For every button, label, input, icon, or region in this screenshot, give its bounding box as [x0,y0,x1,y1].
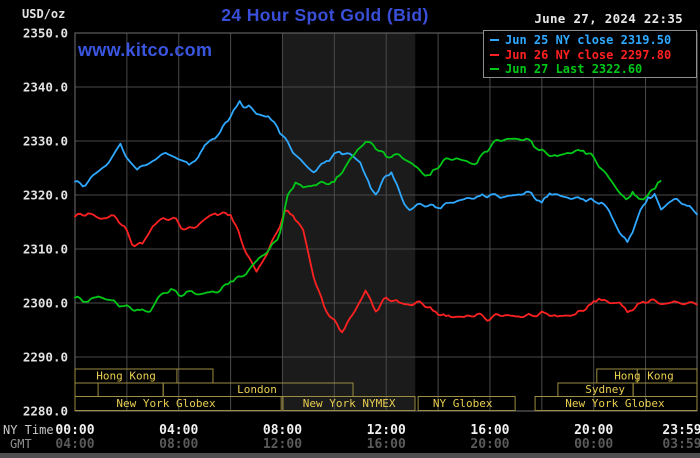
session-box [632,382,698,397]
session-label: NY Globex [433,397,493,410]
series-line-jun27 [74,137,662,313]
x-tick-ny-time: 04:00 [159,423,198,438]
session-label: London [237,383,277,396]
x-tick-gmt: 03:59 [662,437,700,452]
legend-label-jun25: Jun 25 NY close 2319.50 [505,33,672,48]
session-box [282,396,416,411]
gmt-axis-label: GMT [10,437,32,451]
session-label: New York Globex [565,397,665,410]
x-tick-ny-time: 08:00 [263,423,302,438]
session-box [74,396,282,411]
legend-item-jun26: Jun 26 NY close 2297.80 [490,48,696,63]
x-tick-ny-time: 12:00 [367,423,406,438]
x-tick-gmt: 20:00 [470,437,509,452]
series-line-jun25 [74,100,698,243]
x-tick-ny-time: 20:00 [574,423,613,438]
x-tick-gmt: 04:00 [55,437,94,452]
chart-title: 24 Hour Spot Gold (Bid) [221,5,429,25]
y-axis-tick-label: 2330.0 [23,134,68,149]
legend-label-jun27: Jun 27 Last 2322.60 [505,62,643,77]
session-box [74,382,164,397]
y-axis-tick-label: 2320.0 [23,188,68,203]
session-label: New York Globex [116,397,216,410]
timestamp: June 27, 2024 22:35 [534,11,683,26]
ny-time-axis-label: NY Time [3,423,54,437]
session-label: Hong Kong [96,370,156,383]
x-tick-ny-time: 00:00 [55,423,94,438]
x-tick-gmt: 00:00 [574,437,613,452]
legend: Jun 25 NY close 2319.50 Jun 26 NY close … [483,30,697,78]
session-label: Hong Kong [614,370,674,383]
horizontal-scrollbar[interactable] [0,453,700,458]
y-axis-tick-label: 2350.0 [23,26,68,41]
y-axis-tick-label: 2310.0 [23,242,68,257]
session-label: New York NYMEX [303,397,396,410]
session-label: Sydney [585,383,625,396]
legend-marker-jun25 [490,39,499,42]
x-tick-ny-time: 23:59 [662,423,700,438]
y-axis-tick-label: 2300.0 [23,296,68,311]
shaded-session-region [282,33,416,411]
y-axis-tick-label: 2290.0 [23,350,68,365]
y-axis-tick-label: 2280.0 [23,404,68,419]
legend-item-jun27: Jun 27 Last 2322.60 [490,62,696,77]
session-box [534,396,698,411]
y-axis-tick-label: 2340.0 [23,80,68,95]
legend-item-jun25: Jun 25 NY close 2319.50 [490,33,696,48]
legend-marker-jun27 [490,68,499,71]
series-line-jun26 [74,209,698,334]
session-box [417,396,516,411]
legend-marker-jun26 [490,53,499,56]
kitco-watermark-link[interactable]: www.kitco.com [78,40,213,60]
legend-label-jun26: Jun 26 NY close 2297.80 [505,47,672,62]
x-tick-ny-time: 16:00 [470,423,509,438]
x-tick-gmt: 08:00 [159,437,198,452]
y-axis-unit-label: USD/oz [22,7,66,21]
x-tick-gmt: 16:00 [367,437,406,452]
x-tick-gmt: 12:00 [263,437,302,452]
